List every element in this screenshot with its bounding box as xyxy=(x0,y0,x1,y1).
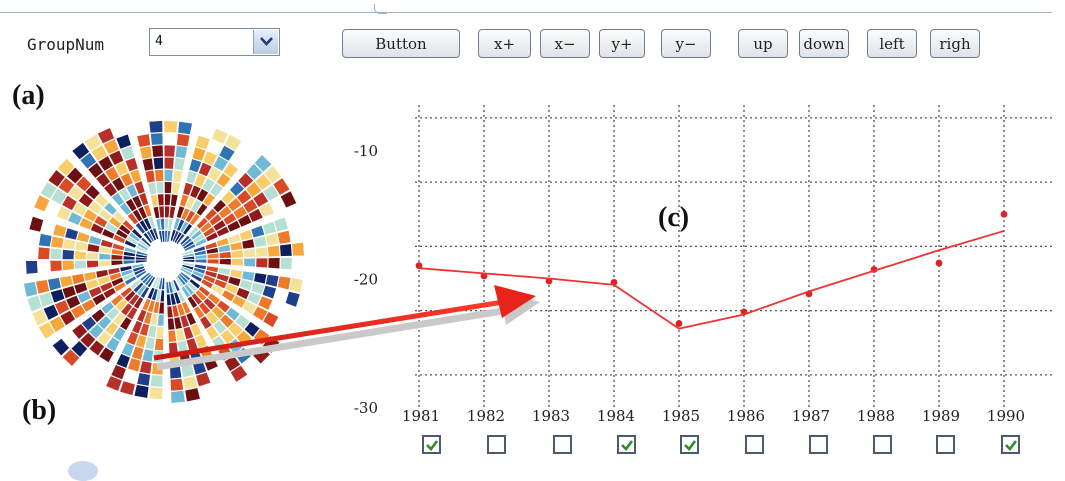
y-minus-button[interactable]: y− xyxy=(661,29,711,58)
data-point xyxy=(675,320,683,327)
top-divider-notch xyxy=(374,4,387,14)
y-tick-label: -20 xyxy=(354,270,378,288)
x-tick-label: 1988 xyxy=(857,407,895,425)
radial-wedge xyxy=(23,263,148,340)
radial-wedge xyxy=(136,120,193,243)
year-checkbox[interactable] xyxy=(617,435,636,454)
year-checkbox[interactable] xyxy=(1001,435,1020,454)
year-checkbox[interactable] xyxy=(422,435,441,454)
year-checkbox[interactable] xyxy=(487,435,506,454)
top-divider xyxy=(0,12,1052,13)
series-line xyxy=(418,230,1005,330)
data-point xyxy=(935,259,943,267)
year-checkbox[interactable] xyxy=(680,435,699,454)
chevron-down-icon[interactable] xyxy=(253,30,278,54)
action-button[interactable]: Button xyxy=(342,29,460,58)
panel-label-b: (b) xyxy=(22,395,57,426)
radial-wedge xyxy=(179,154,298,252)
x-tick-label: 1985 xyxy=(662,407,700,425)
x-tick-label: 1982 xyxy=(467,407,505,425)
up-button[interactable]: up xyxy=(738,29,788,58)
year-checkbox[interactable] xyxy=(936,435,955,454)
radial-wedge xyxy=(181,216,305,271)
radial-wedge xyxy=(25,216,149,275)
checkmark-icon xyxy=(684,440,697,451)
y-tick-label: -30 xyxy=(354,399,378,417)
partial-icon xyxy=(68,461,98,481)
left-button[interactable]: left xyxy=(867,29,917,58)
checkmark-icon xyxy=(426,440,439,451)
panel-label-a: (a) xyxy=(12,80,45,111)
chart-labels: -10 -20 -30 1981 1982 1983 1984 1985 1986 1987 198… xyxy=(354,142,1025,425)
panel-label-c: (c) xyxy=(658,202,689,233)
groupnum-label: GroupNum xyxy=(27,35,105,54)
radial-wedge xyxy=(71,127,160,244)
checkmark-icon xyxy=(1005,440,1018,451)
y-tick-label: -10 xyxy=(354,142,378,160)
radial-heatmap xyxy=(23,120,305,404)
radial-wedge xyxy=(33,157,152,253)
groupnum-select[interactable]: 4 xyxy=(149,28,280,56)
x-tick-label: 1983 xyxy=(532,407,570,425)
year-checkbox[interactable] xyxy=(745,435,764,454)
radial-wedge xyxy=(51,271,156,367)
x-tick-label: 1984 xyxy=(597,407,635,425)
x-tick-label: 1989 xyxy=(922,407,960,425)
x-plus-button[interactable]: x+ xyxy=(478,29,531,58)
line-chart: -10 -20 -30 1981 1982 1983 1984 1985 1986 1987 198… xyxy=(354,105,1055,425)
data-point xyxy=(415,262,423,270)
y-plus-button[interactable]: y+ xyxy=(599,29,645,58)
x-tick-label: 1986 xyxy=(727,407,765,425)
right-button[interactable]: righ xyxy=(930,29,980,58)
radial-center xyxy=(151,246,179,274)
data-point xyxy=(1000,210,1008,218)
x-tick-label: 1987 xyxy=(792,407,830,425)
x-minus-button[interactable]: x− xyxy=(540,29,590,58)
checkmark-icon xyxy=(621,440,634,451)
year-checkbox[interactable] xyxy=(809,435,828,454)
radial-wedge xyxy=(169,127,243,245)
chart-grid xyxy=(415,105,1055,407)
year-checkbox[interactable] xyxy=(553,435,572,454)
year-checkbox[interactable] xyxy=(873,435,892,454)
x-tick-label: 1990 xyxy=(987,407,1025,425)
x-tick-label: 1981 xyxy=(402,407,440,425)
down-button[interactable]: down xyxy=(799,29,849,58)
groupnum-select-value: 4 xyxy=(155,34,163,49)
chart-series xyxy=(415,210,1008,330)
